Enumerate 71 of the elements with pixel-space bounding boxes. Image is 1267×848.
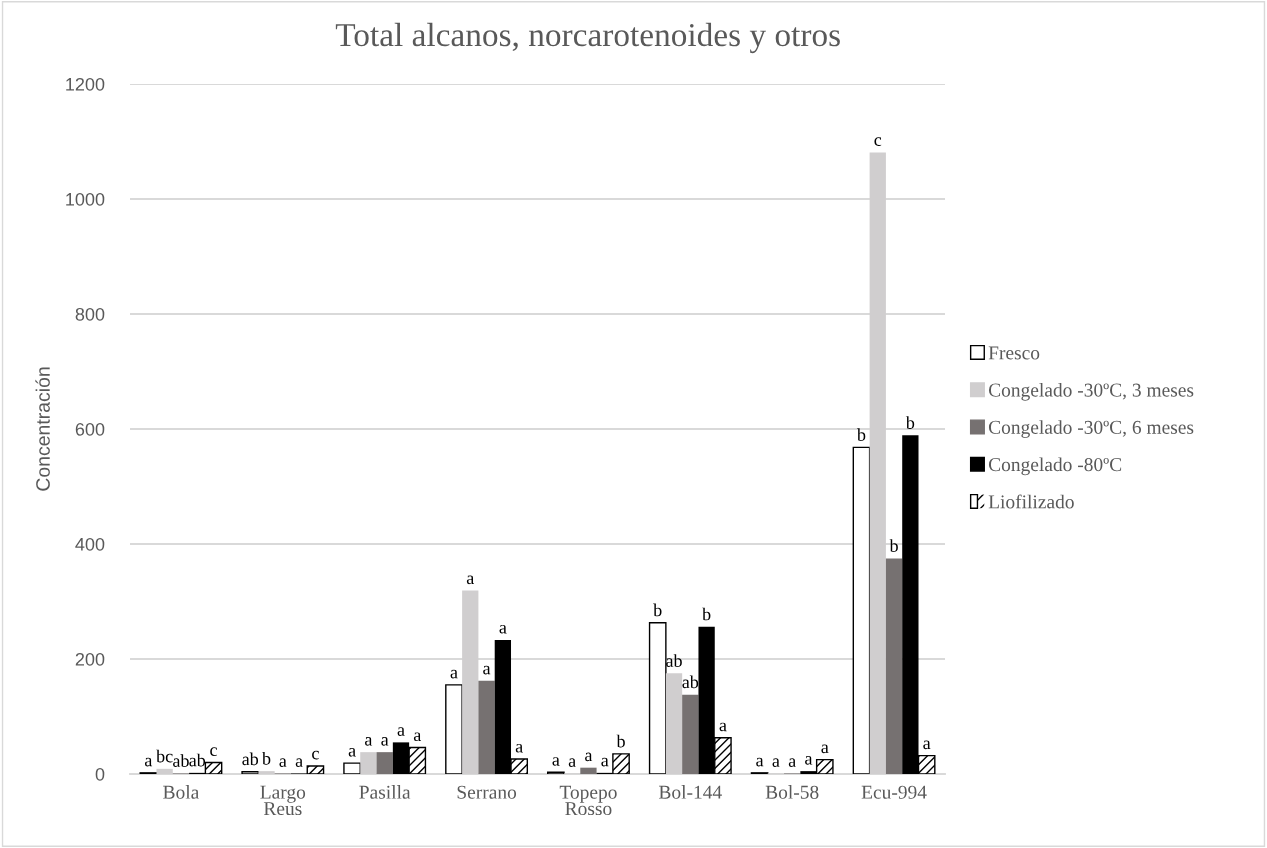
bar	[580, 767, 597, 774]
bar	[648, 622, 667, 774]
bar	[852, 446, 871, 774]
bar	[885, 558, 903, 774]
chart-title: Total alcanos, norcarotenoides y otros	[335, 22, 840, 54]
data-label: bc	[156, 749, 173, 763]
data-label: b	[889, 539, 898, 552]
data-label: a	[348, 747, 356, 757]
data-label: c	[874, 137, 882, 146]
data-label: a	[788, 758, 796, 767]
bar	[343, 762, 361, 774]
bar	[376, 752, 393, 774]
data-label: a	[552, 757, 560, 766]
data-label: a	[515, 743, 523, 753]
x-tick-label: Ecu-994	[861, 785, 927, 799]
y-axis-title: Concentración	[35, 367, 50, 491]
data-label: c	[210, 747, 217, 757]
data-label: a	[923, 740, 931, 750]
y-tick-label: 600	[75, 422, 105, 436]
data-label: a	[279, 758, 287, 767]
legend-label: Congelado -80ºC	[988, 457, 1122, 476]
data-label: a	[483, 665, 491, 675]
data-label: a	[450, 669, 458, 679]
data-label: a	[719, 722, 727, 732]
x-tick-label: Serrano	[457, 785, 517, 799]
data-label: ab	[242, 752, 259, 766]
bar	[682, 694, 699, 774]
data-label: b	[262, 751, 271, 765]
data-label: b	[653, 603, 662, 617]
data-label: ab	[173, 754, 189, 767]
data-label: a	[295, 758, 303, 767]
data-label: a	[466, 575, 475, 585]
data-label: a	[381, 737, 389, 746]
y-tick-label: 1000	[66, 192, 105, 206]
y-tick-label: 0	[95, 767, 105, 781]
y-tick-label: 800	[75, 307, 105, 321]
bar	[445, 684, 463, 774]
legend-label: Congelado -30ºC, 6 meses	[988, 420, 1194, 438]
data-label: a	[772, 758, 780, 767]
bar	[241, 771, 260, 774]
data-label: ab	[682, 675, 699, 689]
data-label: b	[905, 416, 915, 429]
data-label: b	[702, 607, 711, 621]
data-label: c	[312, 750, 319, 760]
data-label: a	[756, 757, 764, 767]
y-tick-label: 400	[75, 537, 105, 551]
legend-label: Liofilizado	[988, 494, 1074, 509]
data-label: a	[821, 744, 829, 754]
x-tick-label: Topepo Rosso	[559, 785, 617, 816]
data-label: a	[805, 756, 813, 765]
legend-label: Fresco	[988, 346, 1040, 360]
y-tick-label: 1200	[66, 77, 105, 91]
legend-label: Congelado -30ºC, 3 meses	[988, 382, 1194, 401]
data-label: b	[856, 428, 866, 441]
data-label: a	[568, 758, 576, 767]
x-tick-label: Pasilla	[359, 785, 411, 799]
x-tick-label: Bol-58	[765, 785, 819, 799]
data-label: a	[499, 624, 507, 634]
data-label: a	[144, 757, 153, 767]
data-label: b	[616, 734, 625, 748]
bar	[478, 680, 495, 774]
x-tick-label: Bol-144	[659, 785, 722, 799]
data-label: a	[585, 752, 593, 762]
data-label: a	[397, 727, 405, 736]
y-tick-label: 200	[75, 652, 105, 666]
data-label: ab	[189, 753, 206, 767]
data-label: a	[601, 757, 609, 767]
x-tick-label: Largo Reus	[260, 785, 306, 816]
x-tick-label: Bola	[163, 785, 200, 799]
data-label: a	[365, 737, 373, 746]
data-label: a	[413, 732, 422, 742]
